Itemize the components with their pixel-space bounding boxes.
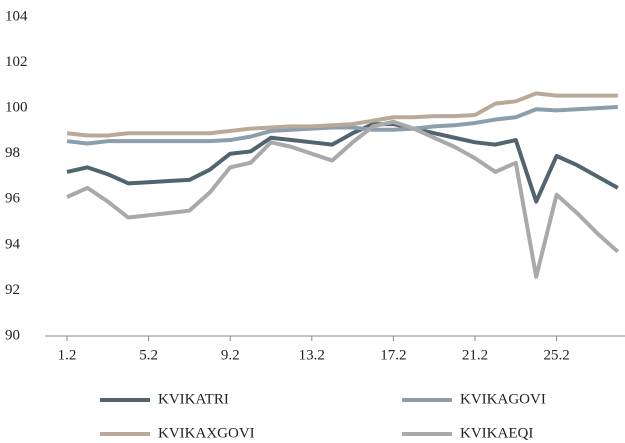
line-series <box>66 119 620 279</box>
x-tick-label: 25.2 <box>543 347 569 363</box>
x-tick-label: 21.2 <box>462 347 488 363</box>
x-tick-label: 13.2 <box>299 347 325 363</box>
legend-label: KVIKATRI <box>158 391 229 407</box>
legend-label: KVIKAEQI <box>460 425 533 441</box>
y-tick-label: 104 <box>5 8 28 24</box>
line-series <box>66 105 618 146</box>
y-tick-label: 92 <box>5 282 20 298</box>
legend-label: KVIKAXGOVI <box>158 425 255 441</box>
y-tick-label: 96 <box>5 191 21 207</box>
y-tick-label: 98 <box>5 145 20 161</box>
x-tick-label: 1.2 <box>58 347 77 363</box>
line-series <box>66 91 618 138</box>
y-tick-label: 102 <box>5 54 28 70</box>
x-tick-label: 9.2 <box>221 347 240 363</box>
x-tick-label: 17.2 <box>380 347 406 363</box>
y-tick-label: 100 <box>5 100 28 116</box>
y-tick-label: 90 <box>5 327 20 343</box>
y-tick-label: 94 <box>5 236 21 252</box>
line-series <box>66 122 619 204</box>
x-tick-label: 5.2 <box>139 347 158 363</box>
legend-label: KVIKAGOVI <box>460 391 546 407</box>
